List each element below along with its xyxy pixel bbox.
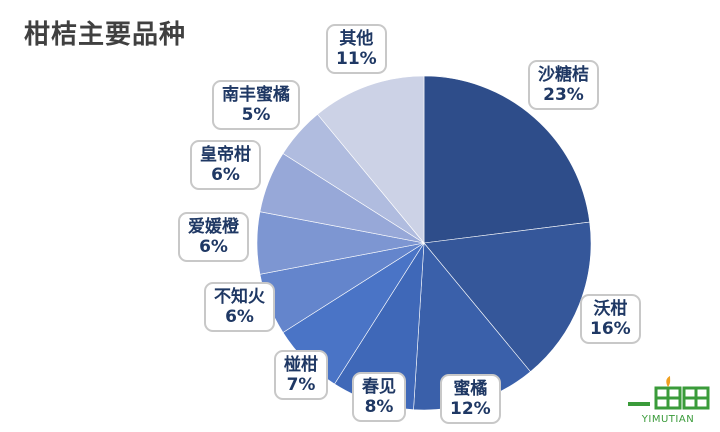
label-penggan: 椪柑 7% [274,350,328,400]
label-qita: 其他 11% [326,24,387,74]
label-chunjian: 春见 8% [352,372,406,422]
label-nanfengmiju: 南丰蜜橘 5% [212,80,300,130]
pie-slice-1 [423,75,591,244]
logo-mark-icon [628,376,710,410]
label-aiyuancheng: 爱媛橙 6% [178,212,249,262]
label-buzhihuo: 不知火 6% [204,282,275,332]
pie-slice-2 [423,221,592,373]
label-wogan: 沃柑 16% [580,294,641,344]
logo-text: YIMUTIAN [641,414,695,425]
label-huangdigan: 皇帝柑 6% [190,140,261,190]
pie-slice-10 [317,75,425,244]
chart-title: 柑桔主要品种 [24,20,187,50]
label-shatangju: 沙糖桔 23% [528,60,599,110]
yimutian-logo: YIMUTIAN [624,376,712,426]
label-miju: 蜜橘 12% [440,374,501,424]
